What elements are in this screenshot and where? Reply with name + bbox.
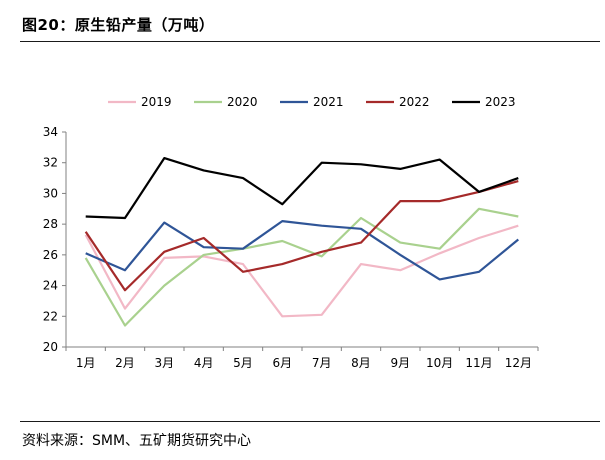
- series-line-2020: [84, 207, 519, 327]
- source-note: 资料来源：SMM、五矿期货研究中心: [22, 433, 252, 449]
- y-tick-label: 34: [43, 125, 58, 139]
- y-tick-label: 32: [43, 156, 58, 170]
- x-tick-label: 12月: [505, 356, 532, 370]
- legend-label-2023: 2023: [485, 95, 516, 109]
- series-line-2019: [84, 224, 519, 318]
- x-tick-label: 6月: [273, 356, 293, 370]
- y-tick-label: 22: [43, 309, 58, 323]
- legend-label-2019: 2019: [141, 95, 172, 109]
- x-tick-label: 8月: [351, 356, 371, 370]
- y-tick-label: 26: [43, 248, 58, 262]
- x-tick-label: 10月: [426, 356, 453, 370]
- y-tick-label: 28: [43, 217, 58, 231]
- x-tick-label: 4月: [194, 356, 214, 370]
- series-line-2022: [84, 180, 519, 292]
- x-tick-label: 7月: [312, 356, 332, 370]
- x-tick-label: 11月: [465, 356, 492, 370]
- top-rule: [20, 41, 600, 42]
- x-tick-label: 9月: [391, 356, 411, 370]
- x-tick-label: 2月: [115, 356, 135, 370]
- x-tick-label: 5月: [233, 356, 253, 370]
- x-tick-label: 3月: [155, 356, 175, 370]
- series-line-2023: [85, 157, 519, 220]
- bottom-rule: [20, 421, 600, 422]
- y-tick-label: 24: [43, 279, 58, 293]
- y-tick-label: 20: [43, 340, 58, 354]
- series-line-2021: [85, 220, 519, 281]
- legend-label-2022: 2022: [399, 95, 430, 109]
- x-tick-label: 1月: [76, 356, 96, 370]
- figure-title: 图20：原生铅产量（万吨）: [22, 16, 215, 34]
- legend-label-2021: 2021: [313, 95, 344, 109]
- legend-label-2020: 2020: [227, 95, 258, 109]
- y-tick-label: 30: [43, 186, 58, 200]
